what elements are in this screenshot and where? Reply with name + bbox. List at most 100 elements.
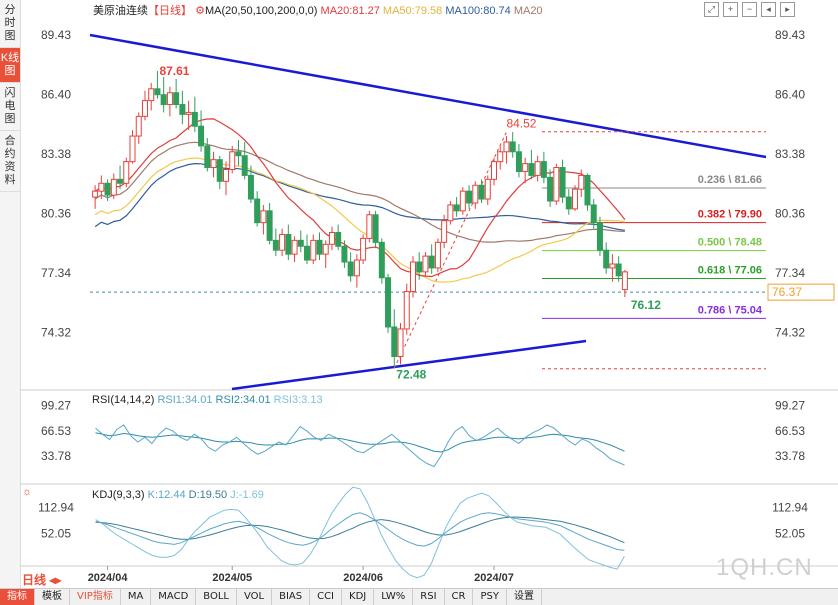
fullscreen-icon[interactable]: ⤢: [704, 2, 719, 17]
ma50-line: [94, 157, 625, 283]
y-tick-left: 86.40: [41, 88, 71, 102]
candle-body: [466, 190, 473, 204]
rsi-params: RSI(14,14,2): [92, 394, 155, 406]
y-tick-left: 74.32: [41, 325, 71, 339]
fib-level-label: 0.236 \ 81.66: [698, 174, 762, 186]
kdj-tick-left: 112.94: [38, 500, 74, 514]
candle-body: [141, 100, 148, 117]
indicator-tab-7[interactable]: BIAS: [272, 589, 311, 605]
candle-body: [459, 190, 466, 212]
x-axis-label: 2024/06: [343, 572, 383, 584]
kdj-d-line: [95, 516, 625, 544]
candle-body: [110, 178, 117, 196]
candle-body: [304, 245, 311, 261]
candle-body: [609, 263, 616, 269]
kdj-params: KDJ(9,3,3): [92, 489, 145, 501]
rsi-tick-right: 66.53: [775, 424, 805, 438]
fib-level-label: 0.382 \ 79.90: [698, 209, 762, 221]
candle-body: [522, 163, 529, 172]
candle-body: [266, 210, 273, 241]
candle-body: [204, 145, 211, 169]
candle-body: [621, 271, 628, 291]
y-tick-right: 77.34: [775, 266, 805, 280]
kdj-header: KDJ(9,3,3) K:12.44 D:19.50 J:-1.69: [92, 489, 264, 501]
candle-body: [497, 151, 504, 163]
indicator-tab-12[interactable]: CR: [445, 589, 474, 605]
candle-body: [391, 326, 398, 358]
tab-kline-chart[interactable]: K线图: [0, 48, 20, 83]
period-selector[interactable]: 日线 ◂▸: [22, 573, 62, 587]
chart-area[interactable]: 89.43 89.43 86.40 86.40 83.38 83.38 80.36 80.36…: [20, 0, 838, 588]
indicator-sun-icon[interactable]: ☼: [22, 486, 33, 498]
rsi-tick-left: 66.53: [41, 424, 71, 438]
indicator-tab-10[interactable]: LW%: [374, 589, 414, 605]
ma20-value: MA20:81.27: [320, 5, 380, 17]
zoom-in-icon[interactable]: +: [723, 2, 738, 17]
kdj-j-value: J:-1.69: [230, 489, 264, 501]
zoom-out-icon[interactable]: −: [742, 2, 757, 17]
tab-flash-chart[interactable]: 闪电图: [0, 83, 20, 131]
candle-body: [129, 135, 136, 163]
candle-body: [148, 88, 155, 102]
tab-contract-info[interactable]: 合约资料: [0, 131, 20, 192]
indicator-tab-4[interactable]: MACD: [151, 589, 197, 605]
candle-body: [553, 167, 560, 202]
last-low-annotation: 76.12: [631, 298, 661, 312]
candle-body: [341, 245, 348, 263]
current-price-value: 76.37: [772, 285, 802, 299]
candle-body: [509, 141, 516, 153]
low-annotation: 72.48: [396, 368, 426, 382]
indicator-tab-14[interactable]: 设置: [507, 589, 542, 605]
candle-body: [515, 151, 522, 172]
toolbar-icons: ⤢ + − ◂ ▸: [704, 2, 795, 17]
candle-body: [191, 111, 198, 127]
y-tick-left: 83.38: [41, 147, 71, 161]
candle-body: [160, 94, 167, 106]
indicator-tab-5[interactable]: BOLL: [196, 589, 237, 605]
candle-body: [409, 261, 416, 293]
x-axis-label: 2024/04: [88, 572, 129, 584]
rsi1-value: RSI1:34.01: [157, 394, 213, 406]
indicator-tab-6[interactable]: VOL: [237, 589, 273, 605]
ma20-line: [94, 118, 626, 278]
y-tick-right: 74.32: [775, 325, 805, 339]
candle-body: [92, 190, 99, 198]
candle-body: [596, 222, 603, 251]
candle-body: [179, 104, 186, 115]
indicator-tab-1[interactable]: 模板: [35, 589, 70, 605]
candle-body: [422, 255, 429, 273]
candle-body: [565, 196, 572, 210]
candle-body: [360, 237, 367, 261]
indicator-tab-2[interactable]: VIP指标: [70, 589, 121, 605]
indicator-tab-11[interactable]: RSI: [413, 589, 445, 605]
settings-icon[interactable]: ⚙: [195, 5, 205, 17]
candle-body: [216, 159, 223, 182]
candle-body: [540, 161, 547, 178]
candle-body: [385, 277, 392, 328]
tab-time-chart[interactable]: 分时图: [0, 0, 20, 48]
candle-body: [484, 178, 491, 200]
indicator-tab-8[interactable]: CCI: [310, 589, 343, 605]
candle-body: [154, 88, 161, 96]
candle-body: [559, 167, 566, 198]
candle-body: [254, 198, 261, 224]
rsi2-line: [95, 432, 625, 453]
candle-body: [403, 291, 410, 330]
ma-params: MA(20,50,100,200,0,0): [204, 5, 318, 17]
indicator-tab-3[interactable]: MA: [121, 589, 152, 605]
indicator-tab-9[interactable]: KDJ: [342, 589, 375, 605]
y-tick-right: 86.40: [775, 88, 805, 102]
move-left-icon[interactable]: ◂: [761, 2, 776, 17]
candle-body: [472, 184, 479, 204]
indicator-tab-0[interactable]: 指标: [0, 589, 35, 605]
candle-body: [173, 92, 180, 106]
ma200-value: MA20: [513, 5, 543, 17]
ma200-line: [94, 141, 625, 243]
candle-body: [117, 178, 124, 184]
candle-body: [272, 239, 279, 251]
candle-body: [503, 141, 510, 153]
left-sidebar: 分时图 K线图 闪电图 合约资料: [0, 0, 21, 590]
indicator-tab-13[interactable]: PSY: [473, 589, 507, 605]
move-right-icon[interactable]: ▸: [780, 2, 795, 17]
candle-body: [328, 231, 335, 245]
